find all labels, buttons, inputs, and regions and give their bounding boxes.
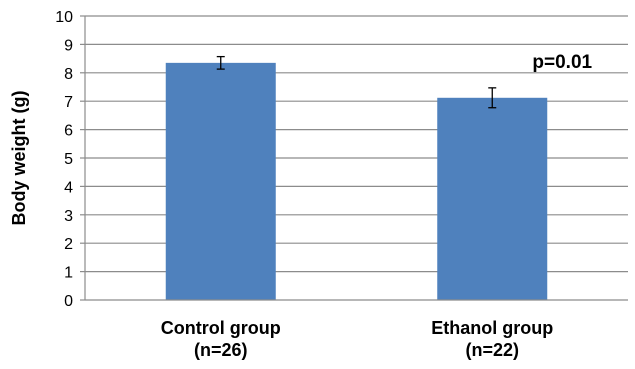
y-tick-labels: 0 1 2 3 4 5 6 7 8 9 10 bbox=[55, 9, 73, 310]
x-category-labels: Control group(n=26) Ethanol group(n=22) bbox=[161, 318, 553, 360]
error-bar bbox=[488, 87, 497, 109]
y-tick-label: 7 bbox=[64, 94, 73, 111]
y-tick-label: 8 bbox=[64, 66, 73, 83]
y-tick-label: 2 bbox=[64, 236, 73, 253]
bars bbox=[165, 62, 548, 301]
x-category-label: Control group bbox=[161, 318, 281, 338]
y-tick-label: 4 bbox=[64, 179, 73, 196]
y-tick-label: 10 bbox=[55, 9, 73, 26]
y-tick-label: 3 bbox=[64, 208, 73, 225]
y-tick-label: 6 bbox=[64, 123, 73, 140]
x-category-label: Ethanol group bbox=[431, 318, 553, 338]
y-tick-label: 1 bbox=[64, 265, 73, 282]
p-value-annotation: p=0.01 bbox=[532, 52, 592, 73]
bar bbox=[165, 62, 276, 300]
y-tick-label: 0 bbox=[64, 293, 73, 310]
x-category-label: (n=22) bbox=[465, 340, 519, 360]
y-tick-label: 5 bbox=[64, 151, 73, 168]
bar bbox=[437, 97, 548, 301]
error-bars bbox=[216, 55, 497, 109]
error-bar bbox=[216, 55, 225, 70]
y-axis-title: Body weight (g) bbox=[9, 91, 29, 226]
y-tick-label: 9 bbox=[64, 37, 73, 54]
x-category-label: (n=26) bbox=[194, 340, 248, 360]
